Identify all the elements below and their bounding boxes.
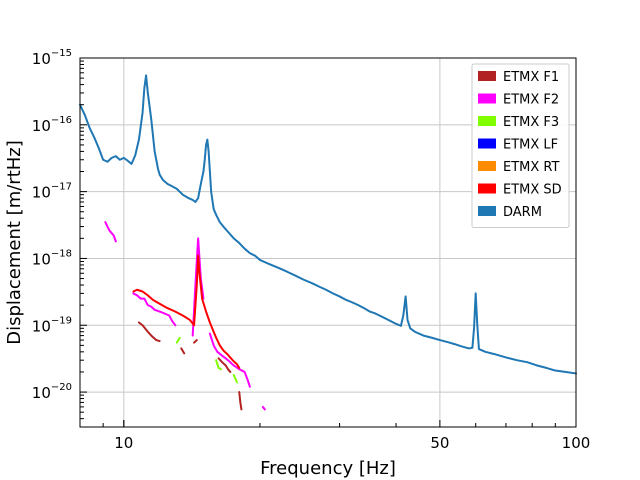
x-tick-label: 50 [430,434,449,452]
series-line-etmx-f1 [137,321,243,411]
series-line-etmx-f2 [104,221,266,411]
legend-label-etmx-rt: ETMX RT [503,160,559,175]
legend-swatch-etmx-lf [478,138,496,149]
legend-swatch-etmx-f3 [478,116,496,126]
legend: ETMX F1 ETMX F2 ETMX F3 ETMX LF ETMX RT ETMX … [471,63,570,228]
legend-label-etmx-f3: ETMX F3 [503,115,559,130]
x-axis-label: Frequency [Hz] [260,458,396,479]
series-line-etmx-f3 [175,336,239,384]
legend-swatch-etmx-f2 [478,93,496,104]
legend-swatch-darm [478,206,496,216]
series-line-darm [79,74,577,375]
legend-box [471,63,570,228]
legend-swatch-etmx-f1 [478,71,496,81]
y-axis-label: Displacement [m/rtHz] [4,140,25,345]
legend-label-etmx-f2: ETMX F2 [503,93,559,108]
x-tick-label: 10 [114,434,133,452]
legend-swatch-etmx-rt [478,161,496,171]
legend-swatch-etmx-sd [478,183,496,194]
legend-label-darm: DARM [503,205,542,220]
legend-label-etmx-sd: ETMX SD [503,183,562,198]
series-line-etmx-sd [132,254,241,369]
legend-label-etmx-lf: ETMX LF [503,138,558,153]
legend-label-etmx-f1: ETMX F1 [503,70,559,85]
plot-series [79,74,577,411]
x-tick-label: 100 [562,434,591,452]
plot-area-frame [79,57,577,428]
